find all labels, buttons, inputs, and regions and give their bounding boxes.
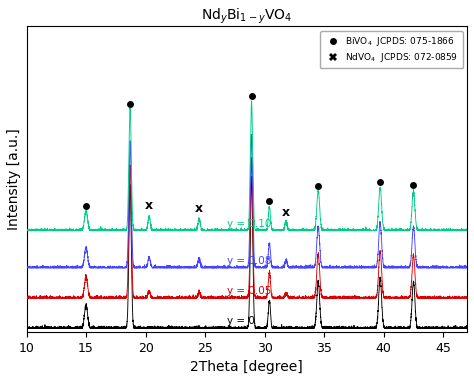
Text: x: x	[282, 205, 290, 219]
Text: y = 0.05: y = 0.05	[227, 286, 271, 296]
Text: x: x	[195, 202, 203, 215]
Legend: BiVO$_4$  JCPDS: 075-1866, NdVO$_4$  JCPDS: 072-0859: BiVO$_4$ JCPDS: 075-1866, NdVO$_4$ JCPDS…	[320, 31, 463, 69]
Title: Nd$_y$Bi$_{1-y}$VO$_4$: Nd$_y$Bi$_{1-y}$VO$_4$	[201, 7, 292, 26]
Y-axis label: Intensity [a.u.]: Intensity [a.u.]	[7, 128, 21, 230]
Text: y = 0: y = 0	[227, 316, 255, 326]
Text: y = 0.10: y = 0.10	[227, 219, 271, 229]
Text: x: x	[145, 199, 153, 212]
X-axis label: 2Theta [degree]: 2Theta [degree]	[191, 360, 303, 374]
Text: y = 0.08: y = 0.08	[227, 256, 271, 266]
